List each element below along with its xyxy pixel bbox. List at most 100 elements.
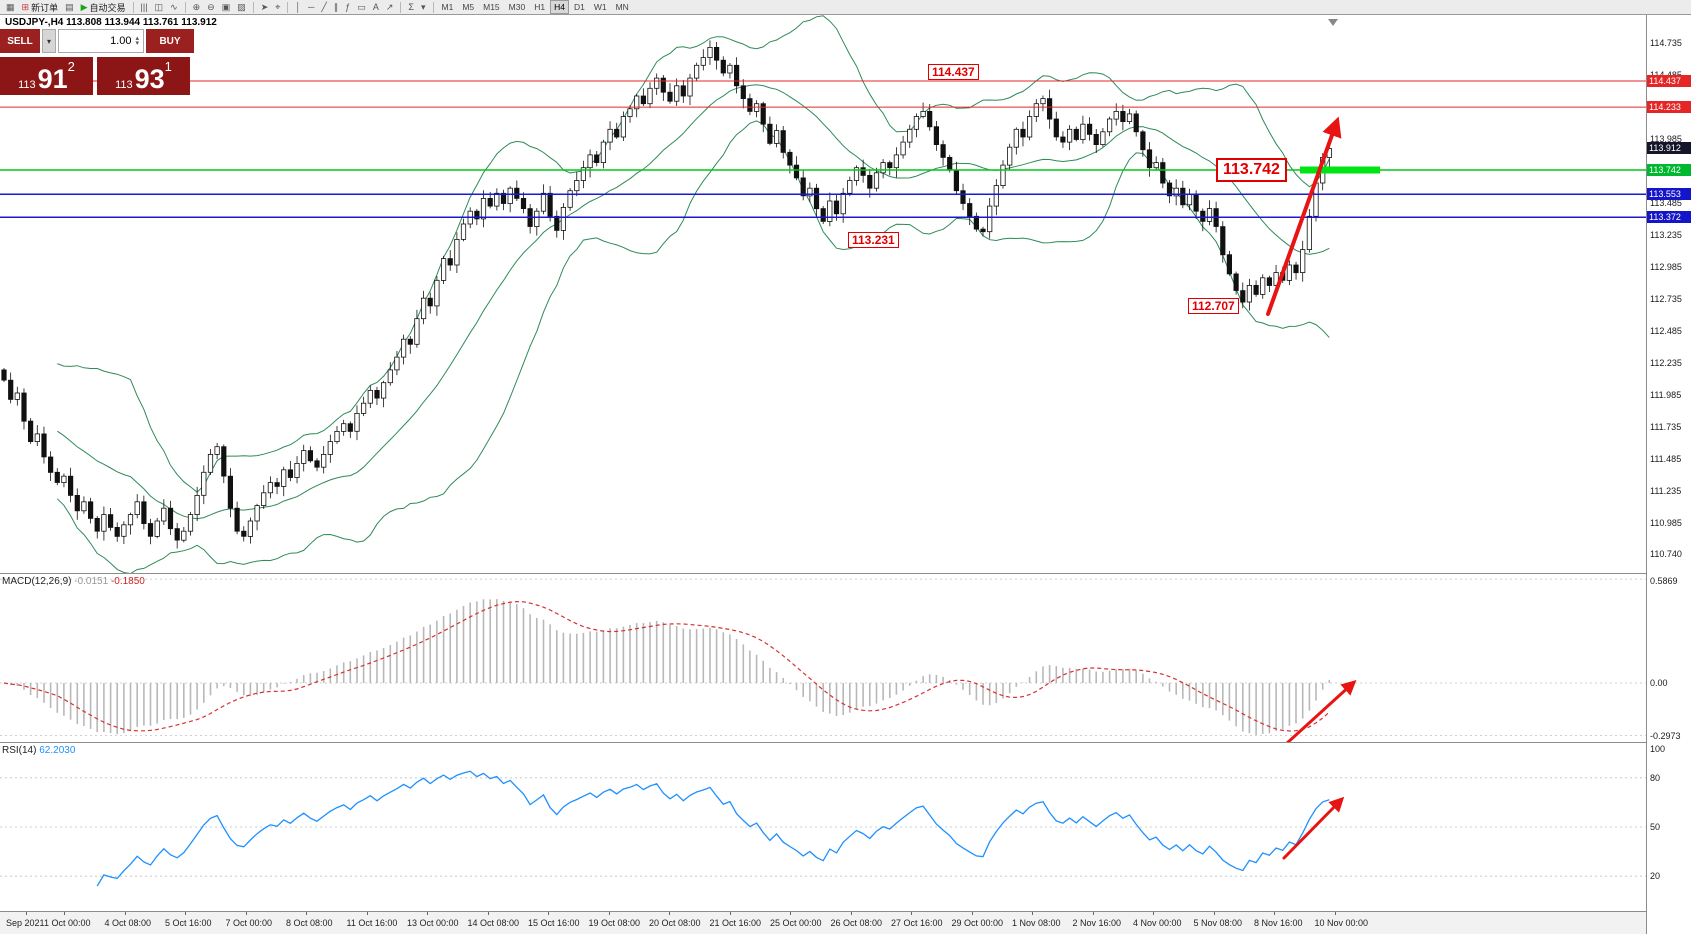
toolbar-separator bbox=[252, 1, 254, 13]
bar-chart-icon[interactable]: ||| bbox=[138, 1, 151, 14]
horizontal-line-icon[interactable]: ─ bbox=[305, 1, 317, 14]
buy-button[interactable]: BUY bbox=[146, 29, 194, 53]
time-tick bbox=[790, 912, 791, 915]
new-order-button-label: 新订单 bbox=[31, 2, 59, 13]
price-badge: 113.553 bbox=[1647, 188, 1691, 201]
vertical-line-icon[interactable]: │ bbox=[292, 1, 304, 14]
shapes-icon[interactable]: ▭ bbox=[354, 1, 369, 14]
trend-arrow[interactable] bbox=[1285, 679, 1357, 742]
auto-trading-button[interactable]: ▶ 自动交易 bbox=[78, 1, 129, 14]
zoom-out-icon[interactable]: ⊖ bbox=[204, 1, 218, 14]
time-label: 15 Oct 16:00 bbox=[528, 918, 580, 928]
time-label: 21 Oct 16:00 bbox=[709, 918, 762, 928]
price-tick-label: 110.985 bbox=[1650, 517, 1682, 528]
cursor-icon[interactable]: ➤ bbox=[258, 1, 272, 14]
macd-indicator-chart[interactable] bbox=[0, 574, 1646, 742]
rsi-header: RSI(14) 62.2030 bbox=[2, 745, 75, 756]
volume-value: 1.00 bbox=[110, 35, 132, 47]
sell-price-pip: 2 bbox=[67, 59, 75, 74]
volume-stepper[interactable]: ▴ ▾ bbox=[135, 35, 139, 47]
time-tick bbox=[1092, 912, 1094, 915]
price-badge: 114.437 bbox=[1647, 75, 1691, 87]
volume-input[interactable]: 1.00 ▴ ▾ bbox=[58, 29, 144, 53]
time-tick bbox=[1274, 912, 1275, 915]
charts-window-icon[interactable]: ▦ bbox=[3, 1, 18, 14]
time-label: 14 Oct 08:00 bbox=[467, 918, 520, 928]
rsi-line bbox=[96, 770, 1330, 887]
trend-arrow[interactable] bbox=[1282, 796, 1345, 860]
timeframes-icon[interactable]: ▾ bbox=[418, 1, 429, 14]
macd-histogram bbox=[9, 599, 1331, 735]
green-highlight-segment[interactable] bbox=[1300, 166, 1380, 174]
volume-dropdown[interactable]: ▾ bbox=[42, 29, 56, 53]
fibonacci-icon: ƒ bbox=[345, 1, 351, 12]
timeframe-h1[interactable]: H1 bbox=[534, 2, 546, 12]
trend-arrow[interactable] bbox=[1266, 116, 1342, 316]
timeframe-m5[interactable]: M5 bbox=[462, 2, 475, 12]
line-chart-icon[interactable]: ∿ bbox=[167, 1, 181, 14]
time-label: 20 Oct 08:00 bbox=[649, 918, 701, 928]
cascade-windows-icon[interactable]: ▨ bbox=[234, 1, 249, 14]
time-tick bbox=[1032, 912, 1033, 915]
panel-separator[interactable] bbox=[0, 742, 1691, 743]
macd-header: MACD(12,26,9) -0.0151 -0.1850 bbox=[2, 576, 145, 587]
time-tick bbox=[306, 912, 307, 915]
price-tick-label: 111.235 bbox=[1650, 485, 1682, 496]
time-label: 19 Oct 08:00 bbox=[588, 918, 641, 928]
toolbar: ▦ ⊞ 新订单 ▤ ▶ 自动交易 ||| ◫ ∿ ⊕ ⊖ ▣ ▨ ➤ ⌖ │ ─ ╱ ∥ ƒ ▭ A ↗ Σ ▾ M1 M5 M15 M… bbox=[0, 0, 1691, 15]
bollinger-bands bbox=[56, 15, 1330, 573]
cursor-icon: ➤ bbox=[260, 1, 269, 12]
time-tick bbox=[608, 912, 610, 915]
zoom-in-icon[interactable]: ⊕ bbox=[190, 1, 204, 14]
text-icon[interactable]: A bbox=[370, 1, 382, 14]
time-label: 29 Oct 00:00 bbox=[951, 918, 1004, 928]
price-tick-label: 112.235 bbox=[1650, 357, 1682, 368]
zoom-in-icon: ⊕ bbox=[192, 1, 201, 12]
sell-price-button[interactable]: 113 91 2 bbox=[0, 57, 93, 95]
trendline-icon: ╱ bbox=[321, 1, 327, 12]
chart-shift-marker[interactable] bbox=[1328, 19, 1338, 26]
time-tick bbox=[245, 912, 247, 915]
timeframe-mn[interactable]: MN bbox=[615, 2, 629, 12]
time-tick bbox=[1213, 912, 1215, 915]
timeframe-w1[interactable]: W1 bbox=[593, 2, 607, 12]
price-badge: 113.742 bbox=[1647, 164, 1691, 176]
price-callout[interactable]: 114.437 bbox=[928, 64, 979, 80]
timeframe-h4[interactable]: H4 bbox=[550, 0, 569, 14]
candlestick-chart-icon[interactable]: ◫ bbox=[152, 1, 167, 14]
price-tick-label: 112.735 bbox=[1650, 293, 1682, 304]
timeframe-m15[interactable]: M15 bbox=[483, 2, 500, 12]
time-tick bbox=[669, 912, 670, 915]
price-badge: 113.912 bbox=[1647, 142, 1691, 155]
trendline-icon[interactable]: ╱ bbox=[318, 1, 329, 14]
timeframe-m30[interactable]: M30 bbox=[508, 2, 526, 12]
tile-windows-icon: ▣ bbox=[221, 1, 231, 12]
crosshair-icon[interactable]: ⌖ bbox=[272, 1, 283, 14]
horizontal-price-lines[interactable] bbox=[0, 80, 1646, 219]
rsi-indicator-chart[interactable] bbox=[0, 743, 1646, 911]
timeframe-d1[interactable]: D1 bbox=[573, 2, 585, 12]
tile-windows-icon[interactable]: ▣ bbox=[219, 1, 234, 14]
sell-button[interactable]: SELL bbox=[0, 29, 40, 53]
timeframe-m1[interactable]: M1 bbox=[441, 2, 454, 12]
macd-label: MACD(12,26,9) bbox=[2, 576, 72, 587]
fibonacci-icon[interactable]: ƒ bbox=[342, 1, 353, 14]
time-scale[interactable]: Sep 2021 1 Oct 00:00 4 Oct 08:00 5 Oct 16:0… bbox=[0, 911, 1646, 934]
time-tick bbox=[971, 912, 973, 915]
indicators-icon[interactable]: Σ bbox=[405, 1, 417, 14]
main-candlestick-chart[interactable] bbox=[0, 15, 1646, 573]
new-order-button[interactable]: ⊞ 新订单 bbox=[19, 1, 62, 14]
buy-price-button[interactable]: 113 93 1 bbox=[97, 57, 190, 95]
price-badge: 114.233 bbox=[1647, 101, 1691, 114]
arrow-tool-icon[interactable]: ↗ bbox=[383, 1, 397, 14]
channel-icon[interactable]: ∥ bbox=[331, 1, 342, 14]
rsi-label: RSI(14) bbox=[2, 745, 37, 756]
profile-icon[interactable]: ▤ bbox=[62, 1, 77, 14]
price-callout[interactable]: 113.742 bbox=[1216, 158, 1287, 182]
panel-separator[interactable] bbox=[0, 573, 1691, 574]
time-label: 1 Oct 00:00 bbox=[44, 918, 91, 928]
time-label: 5 Nov 08:00 bbox=[1193, 918, 1243, 928]
time-label: 11 Oct 16:00 bbox=[346, 918, 398, 928]
price-callout[interactable]: 113.231 bbox=[848, 232, 899, 248]
price-callout[interactable]: 112.707 bbox=[1188, 298, 1239, 314]
